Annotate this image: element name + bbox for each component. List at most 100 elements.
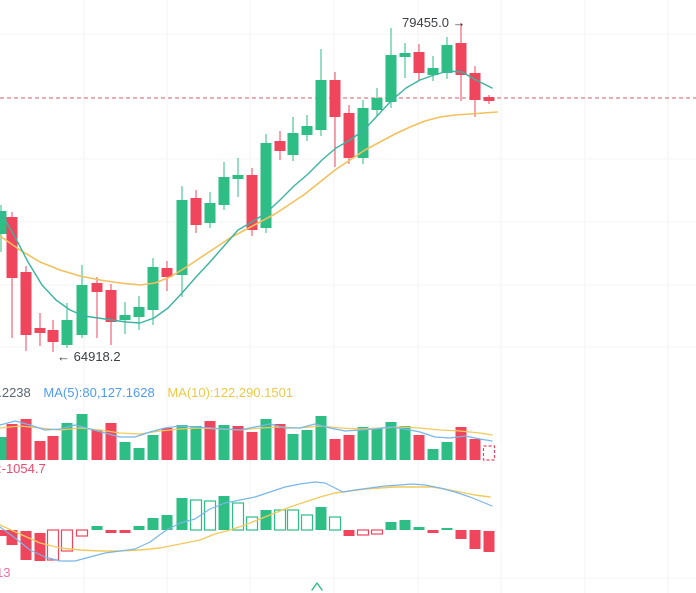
macd-histogram-bar-hollow (75, 529, 89, 537)
volume-bar (315, 416, 327, 460)
volume-bar (47, 436, 59, 460)
macd-histogram-bar-hollow (273, 509, 287, 531)
volume-ma10-line (0, 425, 493, 436)
candle-body (161, 268, 173, 277)
candle-body (483, 97, 495, 101)
candle-body (34, 328, 46, 333)
candle-body (232, 175, 244, 179)
candle-body (218, 177, 230, 205)
volume-bar (301, 430, 313, 460)
macd-histogram-bar (385, 522, 397, 530)
volume-bar (427, 449, 439, 460)
price-ma5-line (0, 70, 493, 324)
candle-body (133, 307, 145, 317)
volume-ma10-label[interactable]: MA(10):122,290.1501 (167, 385, 294, 400)
high-price-annotation: 79455.0 → (402, 15, 466, 30)
volume-bar (0, 437, 8, 460)
candle-body (190, 198, 202, 225)
candle-body (20, 272, 32, 335)
candle-body (371, 98, 383, 110)
candle-body (246, 175, 258, 230)
low-price-label: 64918.2 (73, 349, 121, 364)
volume-bar (287, 434, 299, 460)
volume-bar (246, 432, 258, 460)
bottom-caret-mark (311, 582, 323, 591)
candle-body (76, 285, 88, 335)
volume-bar (329, 439, 341, 460)
candle-body (61, 320, 73, 345)
volume-bar (119, 442, 131, 460)
price-ma10-line (0, 111, 498, 286)
volume-bar (105, 423, 117, 460)
candle-body (176, 200, 188, 275)
macd-histogram-bar (469, 530, 481, 549)
macd-histogram-bar-hollow (60, 529, 74, 552)
candle-body (427, 68, 439, 75)
candle-body (469, 73, 481, 100)
macd-histogram-bar (483, 531, 495, 552)
macd-histogram-bar (34, 533, 46, 561)
macd-histogram-bar (133, 526, 145, 530)
macd-histogram-bar-hollow (370, 529, 384, 535)
volume-bar (274, 424, 286, 460)
candle-body (385, 55, 397, 102)
macd-histogram-bar (315, 507, 327, 530)
macd-histogram-bar (441, 528, 453, 530)
macd-histogram-bar-hollow (356, 529, 370, 536)
high-price-label: 79455.0 (402, 15, 449, 30)
macd-histogram-bar (91, 526, 103, 530)
macd-histogram-bar (218, 496, 230, 530)
macd-histogram-bar (20, 531, 32, 560)
macd-histogram-bar (176, 498, 188, 530)
volume-value-label: 5.2238 (0, 385, 31, 400)
macd-histogram-bar (260, 510, 272, 530)
candle-body (413, 52, 425, 73)
macd-histogram-bar (119, 530, 131, 533)
volume-bar-dashed (482, 445, 496, 461)
candle-body (301, 126, 313, 135)
candle-body (147, 267, 159, 310)
candle-body (47, 330, 59, 342)
macd-histogram-bar (413, 527, 425, 530)
volume-bar (399, 426, 411, 460)
macd-indicator-row: :-1054.7 (0, 462, 55, 476)
volume-indicator-row: 5.2238 MA(5):80,127.1628 MA(10):122,290.… (0, 386, 302, 400)
candle-body (6, 217, 18, 278)
arrow-right-icon: → (452, 15, 466, 30)
candle-body (287, 133, 299, 155)
volume-ma5-line (0, 420, 493, 442)
macd-histogram-bar-hollow (189, 499, 203, 531)
candle-body (343, 113, 355, 158)
volume-bar (133, 448, 145, 460)
macd-histogram-bar (6, 530, 18, 545)
macd-value-label: :-1054.7 (0, 461, 46, 476)
volume-bar (6, 424, 18, 460)
macd-histogram-bar (105, 530, 117, 533)
candle-body (91, 283, 103, 292)
macd-histogram-bar (427, 530, 439, 533)
candle-body (329, 80, 341, 117)
candle-body (105, 290, 117, 322)
macd-histogram-bar-hollow (245, 516, 259, 531)
candle-body (0, 211, 7, 234)
macd-histogram-bar (147, 518, 159, 530)
volume-bar (455, 427, 467, 460)
candle-body (455, 43, 467, 75)
volume-ma5-label[interactable]: MA(5):80,127.1628 (43, 385, 155, 400)
macd-histogram-bar (0, 530, 7, 536)
volume-bar (413, 435, 425, 460)
volume-bar (20, 419, 32, 460)
macd-dea-line (0, 486, 491, 552)
candle-body (357, 108, 369, 158)
volume-bar (161, 428, 173, 460)
macd-histogram-bar (399, 520, 411, 530)
volume-bar (371, 428, 383, 460)
bottom-partial-label-row: 13 (0, 566, 19, 580)
volume-bar (343, 435, 355, 460)
volume-bar (34, 441, 46, 460)
volume-bar (147, 435, 159, 460)
volume-bar (61, 423, 73, 460)
candle-body (315, 80, 327, 130)
volume-bar (232, 426, 244, 460)
